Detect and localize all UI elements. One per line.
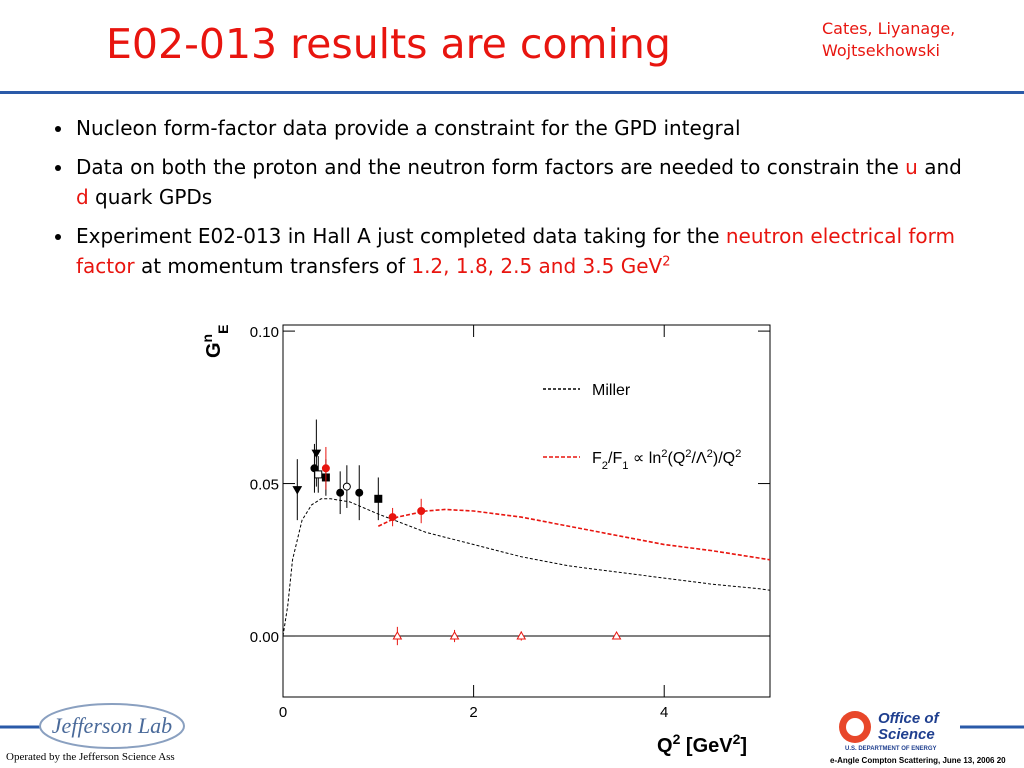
x-tick-label: 0: [279, 704, 287, 721]
label-part: n: [199, 334, 215, 343]
y-tick-label: 0.05: [250, 477, 279, 494]
label-part: (Q: [667, 450, 685, 467]
doe-logo-text: Science: [878, 726, 935, 743]
point: [321, 464, 330, 473]
legend-label: Miller: [592, 382, 631, 399]
label-part: 2: [735, 448, 741, 460]
label-part: ]: [740, 735, 747, 757]
label-part: 2: [733, 731, 741, 747]
x-tick-label: 4: [660, 704, 668, 721]
point: [516, 631, 527, 640]
label-part: /F: [608, 450, 622, 467]
plot-frame: [282, 324, 771, 698]
x-axis-label: Q2 [GeV2]: [657, 731, 747, 757]
y-tick-label: 0.00: [250, 629, 279, 646]
bullet: Data on both the proton and the neutron …: [74, 152, 974, 212]
point: [355, 488, 364, 497]
doe-logo-text: U.S. DEPARTMENT OF ENERGY: [845, 746, 937, 752]
doe-logo-mark: [846, 718, 864, 736]
point: [311, 449, 322, 459]
bullet: Nucleon form-factor data provide a const…: [74, 113, 974, 143]
y-axis-label: GnE: [199, 325, 231, 358]
label-part: E: [215, 325, 231, 334]
label-part: Q: [657, 735, 673, 757]
label-part: )/Q: [713, 450, 735, 467]
label-part: G: [203, 342, 225, 358]
point: [374, 494, 383, 503]
point: [336, 488, 345, 497]
slide-title: E02-013 results are coming: [106, 20, 671, 68]
point: [417, 507, 426, 515]
bullet-text: Nucleon form-factor data provide a const…: [76, 116, 741, 140]
bullet-text: quark GPDs: [88, 185, 213, 209]
bullet-text: 1.2, 1.8, 2.5 and 3.5 GeV: [411, 254, 663, 278]
point: [388, 513, 397, 522]
label-part: 2: [661, 448, 667, 460]
label-part: 2: [685, 448, 691, 460]
bullet-text: u: [905, 155, 918, 179]
point: [392, 631, 403, 640]
label-part: 1: [622, 460, 628, 472]
bullet-text: Experiment E02-013 in Hall A just comple…: [76, 224, 726, 248]
bullet-text: 2: [662, 254, 671, 270]
label-part: ∝ ln: [628, 450, 661, 467]
legend-label: F2/F1 ∝ ln2(Q2/Λ2)/Q2: [592, 448, 741, 472]
label-part: Miller: [592, 382, 631, 399]
authors: Cates, Liyanage, Wojtsekhowski: [822, 18, 955, 62]
point: [611, 631, 622, 640]
label-part: 2: [707, 448, 713, 460]
bullet-text: d: [76, 185, 89, 209]
y-tick-label: 0.10: [250, 324, 279, 341]
label-part: F: [592, 450, 602, 467]
bullet-text: and: [917, 155, 962, 179]
label-part: [GeV: [680, 735, 733, 757]
bullet: Experiment E02-013 in Hall A just comple…: [74, 221, 974, 281]
author-line: Wojtsekhowski: [822, 41, 940, 60]
bullet-text: Data on both the proton and the neutron …: [76, 155, 906, 179]
label-part: /Λ: [692, 450, 707, 467]
bullet-text: at momentum transfers of: [134, 254, 412, 278]
bullet-list: Nucleon form-factor data provide a const…: [34, 113, 974, 290]
point: [292, 486, 303, 495]
header-rule: [0, 91, 1024, 94]
point: [449, 631, 460, 640]
lab-logo: Jefferson Lab: [52, 713, 172, 738]
point: [342, 482, 351, 491]
event: e-Angle Compton Scattering, June 13, 200…: [830, 756, 1006, 765]
lab-logo-swoosh: [39, 703, 185, 749]
series-line: [282, 498, 771, 637]
point: [314, 470, 323, 479]
label-part: 2: [673, 731, 681, 747]
doe-logo-text: Office of: [878, 710, 941, 727]
author-line: Cates, Liyanage,: [822, 19, 956, 38]
x-tick-label: 2: [469, 704, 477, 721]
series-line: [377, 508, 771, 561]
label-part: 2: [602, 460, 608, 472]
bullet-text: neutron electrical form factor: [76, 224, 956, 278]
operator: Operated by the Jefferson Science Ass: [6, 751, 175, 763]
